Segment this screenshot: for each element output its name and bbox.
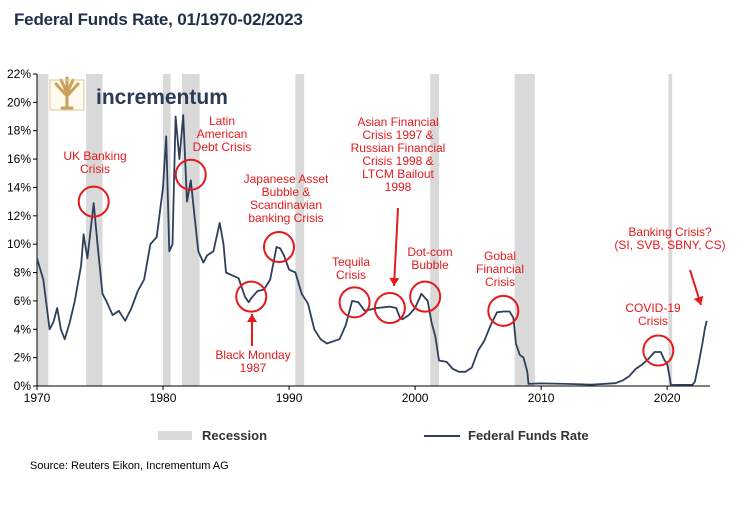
y-tick-label: 6% <box>14 294 32 308</box>
legend: Recession Federal Funds Rate <box>0 428 748 448</box>
annotation-arrow-1 <box>393 207 399 287</box>
x-tick-label: 1990 <box>276 391 303 405</box>
page-title: Federal Funds Rate, 01/1970-02/2023 <box>14 10 303 29</box>
recession-bands <box>37 74 673 386</box>
annotation-circle <box>235 280 268 313</box>
annotation-label: Debt Crisis <box>193 140 252 154</box>
annotation-label: 1987 <box>240 361 267 375</box>
annotation-circle <box>642 334 675 367</box>
annotation-label: UK Banking <box>63 149 126 163</box>
y-tick-label: 8% <box>14 266 32 280</box>
y-tick-label: 2% <box>14 351 32 365</box>
arrowhead-icon <box>389 277 400 286</box>
annotation-label: Crisis <box>485 275 515 289</box>
annotation-label: Black Monday <box>215 348 290 362</box>
annotation-circle <box>373 292 406 324</box>
y-tick-label: 22% <box>7 67 31 81</box>
y-axis: 0% 2% 4% 6% 8% 10% 12% 14% 16% 18% 20% 22% <box>7 67 38 393</box>
y-tick-label: 18% <box>7 124 31 138</box>
incrementum-logo: incrementum <box>49 76 228 111</box>
annotation-label: Russian Financial <box>351 141 446 155</box>
annotation-circle <box>174 158 207 191</box>
x-tick-label: 1970 <box>24 391 51 405</box>
annotation-label: banking Crisis <box>248 211 323 225</box>
y-tick-label: 16% <box>7 152 31 166</box>
recession-band-4 <box>295 74 305 386</box>
annotation-label: Crisis <box>638 314 668 328</box>
x-tick-label: 1980 <box>150 391 177 405</box>
annotation-label: Scandinavian <box>250 198 322 212</box>
annotation-label: Crisis 1997 & <box>362 128 433 142</box>
annotation-label: 1998 <box>385 180 412 194</box>
annotation-label: Bubble & <box>262 185 311 199</box>
annotation-circle <box>487 294 520 327</box>
recession-band-7 <box>668 74 673 386</box>
x-tick-label: 2000 <box>402 391 429 405</box>
annotation-label: Financial <box>476 262 524 276</box>
y-tick-label: 10% <box>7 237 31 251</box>
federal-funds-rate-line <box>36 114 708 386</box>
legend-item-recession: Recession <box>158 428 267 443</box>
annotation-label: Crisis <box>80 162 110 176</box>
recession-band-3 <box>181 74 200 386</box>
annotation-label: Asian Financial <box>357 115 438 129</box>
legend-recession-label: Recession <box>202 428 268 443</box>
tree-logo-icon <box>49 76 85 111</box>
annotation-label: COVID-19 <box>625 301 681 315</box>
annotation-label: LTCM Bailout <box>362 167 434 181</box>
x-tick-label: 2010 <box>528 391 555 405</box>
y-tick-label: 20% <box>7 95 31 109</box>
annotation-circle <box>338 286 371 319</box>
legend-item-series: Federal Funds Rate <box>424 428 589 443</box>
annotation-label: Banking Crisis? <box>628 225 712 239</box>
y-tick-label: 0% <box>14 379 32 393</box>
x-axis: 1970 1980 1990 2000 2010 2020 <box>24 385 710 405</box>
annotation-9: Banking Crisis?(SI, SVB, SBNY, CS) <box>614 225 725 252</box>
fed-funds-chart: 0% 2% 4% 6% 8% 10% 12% 14% 16% 18% 20% 22% 1970 1980… <box>7 67 726 405</box>
recession-band-5 <box>430 74 440 386</box>
annotation-circle <box>262 231 295 264</box>
series-swatch <box>424 434 460 437</box>
annotation-label: Dot-com <box>407 245 452 259</box>
annotation-label: (SI, SVB, SBNY, CS) <box>614 238 725 252</box>
annotation-label: Latin <box>209 114 235 128</box>
y-tick-label: 4% <box>14 322 32 336</box>
annotation-label: Tequila <box>332 255 370 269</box>
arrowhead-icon <box>693 295 704 305</box>
annotation-label: Crisis 1998 & <box>362 154 433 168</box>
annotation-circle <box>409 280 442 313</box>
annotation-label: Bubble <box>411 258 449 272</box>
recession-band-0 <box>37 74 49 386</box>
y-tick-label: 14% <box>7 180 31 194</box>
annotation-label: Japanese Asset <box>244 172 329 186</box>
annotation-label: Crisis <box>336 268 366 282</box>
legend-series-label: Federal Funds Rate <box>468 428 589 443</box>
annotation-label: American <box>197 127 248 141</box>
source-note: Source: Reuters Eikon, Incrementum AG <box>30 460 229 472</box>
recession-band-2 <box>163 74 171 386</box>
annotation-label: Gobal <box>484 249 516 263</box>
recession-swatch <box>158 431 192 440</box>
recession-band-1 <box>86 74 103 386</box>
y-tick-label: 12% <box>7 209 31 223</box>
arrowhead-icon <box>247 314 257 322</box>
annotation-circle <box>77 185 110 218</box>
logo-text: incrementum <box>96 86 228 109</box>
recession-band-6 <box>514 74 535 386</box>
x-tick-label: 2020 <box>654 391 681 405</box>
